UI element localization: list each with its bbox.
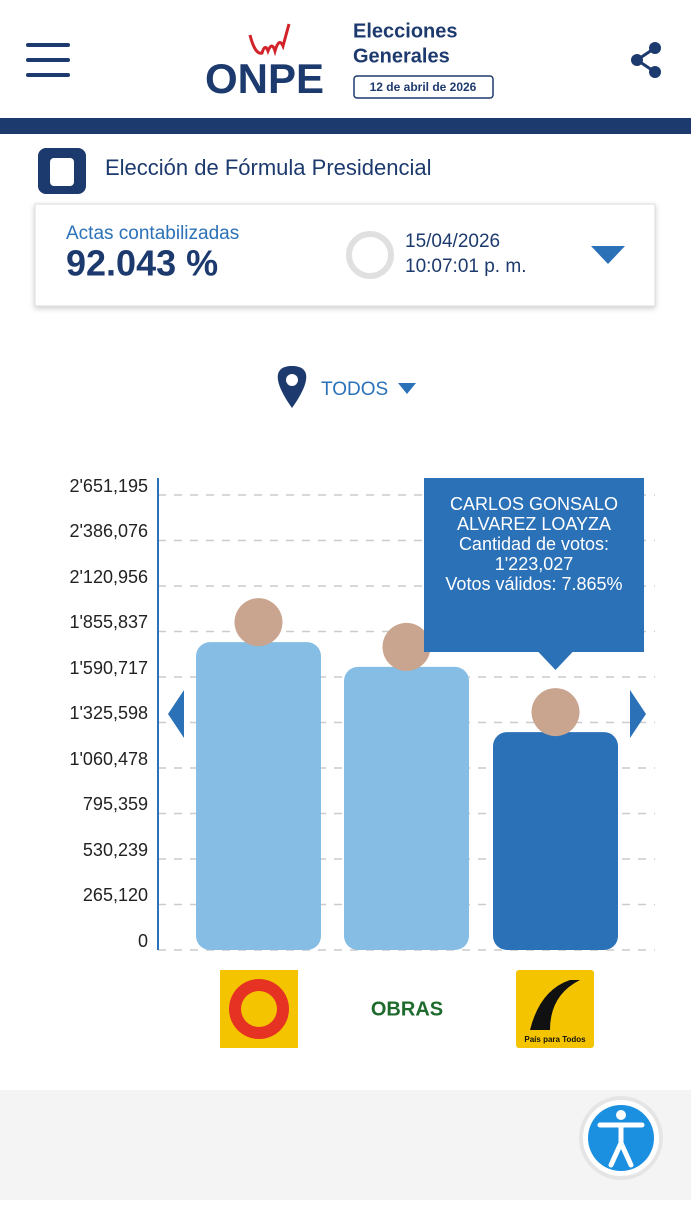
header-title: Elecciones <box>353 20 458 42</box>
share-button[interactable] <box>631 42 661 78</box>
prev-arrow[interactable] <box>168 690 184 738</box>
y-tick-label: 2'386,076 <box>69 521 148 541</box>
next-arrow[interactable] <box>630 690 646 738</box>
summary-value: 92.043 % <box>66 243 218 284</box>
accessibility-head <box>616 1110 626 1120</box>
y-tick-label: 1'855,837 <box>69 612 148 632</box>
bar <box>344 666 469 950</box>
y-tick-label: 795,359 <box>83 794 148 814</box>
header-title: Generales <box>353 45 450 67</box>
location-icon <box>277 366 307 408</box>
bar <box>196 642 321 950</box>
summary-dropdown[interactable] <box>591 246 625 264</box>
coat-of-arms <box>38 148 86 194</box>
y-tick-label: 2'120,956 <box>69 567 148 587</box>
candidate-photo <box>382 622 431 671</box>
tooltip-valid-value: 7.865% <box>561 574 623 594</box>
logo-sun <box>220 970 298 1048</box>
menu-button[interactable] <box>26 43 70 77</box>
header <box>0 0 691 118</box>
tooltip-votes-label: Cantidad de votos: <box>458 534 610 554</box>
share-line <box>634 46 656 74</box>
accessibility-figure <box>597 1122 645 1168</box>
clock-icon <box>346 231 394 279</box>
y-tick-label: 530,239 <box>83 840 148 860</box>
location-dropdown[interactable] <box>398 383 416 394</box>
chart: 0 265,120 530,239 795,359 1'060,478 1'325,598… <box>69 476 655 951</box>
summary-card <box>34 203 656 307</box>
section-title: Elección de Fórmula Presidencial <box>105 155 432 180</box>
tooltip-valid-label: Votos válidos: <box>445 574 557 594</box>
y-tick-label: 2'651,195 <box>69 476 148 496</box>
brand: ONPE <box>205 55 324 102</box>
y-tick-label: 1'325,598 <box>69 703 148 723</box>
tooltip-valid: Votos válidos: 7.865% <box>442 574 626 594</box>
logo-obras: OBRAS <box>371 998 443 1020</box>
header-date: 12 de abril de 2026 <box>370 80 477 94</box>
header-band <box>0 118 691 134</box>
location-dot <box>286 374 298 386</box>
location-filter[interactable]: TODOS <box>321 379 388 400</box>
y-tick-label: 1'590,717 <box>69 658 148 678</box>
footer <box>0 1090 691 1200</box>
tooltip-votes: Cantidad de votos: 1'223,027 <box>442 534 626 574</box>
tooltip-arrow <box>537 651 574 670</box>
y-tick-label: 265,120 <box>83 885 148 905</box>
logo-hand <box>248 23 291 57</box>
logo-road-text: País para Todos <box>524 1035 586 1044</box>
tooltip: CARLOS GONSALO ALVAREZ LOAYZA Cantidad d… <box>424 478 644 652</box>
y-tick-label: 0 <box>138 931 148 951</box>
summary-time: 10:07:01 p. m. <box>405 256 526 277</box>
bar <box>493 732 618 950</box>
candidate-photo <box>531 688 580 737</box>
summary-date: 15/04/2026 <box>405 231 500 252</box>
date-box <box>353 75 494 99</box>
tooltip-votes-value: 1'223,027 <box>494 554 574 574</box>
summary-label: Actas contabilizadas <box>66 223 239 244</box>
y-tick-label: 1'060,478 <box>69 749 148 769</box>
tooltip-name: CARLOS GONSALO ALVAREZ LOAYZA <box>449 494 619 534</box>
candidate-photo <box>234 598 283 647</box>
logo-road-shape <box>530 980 580 1030</box>
